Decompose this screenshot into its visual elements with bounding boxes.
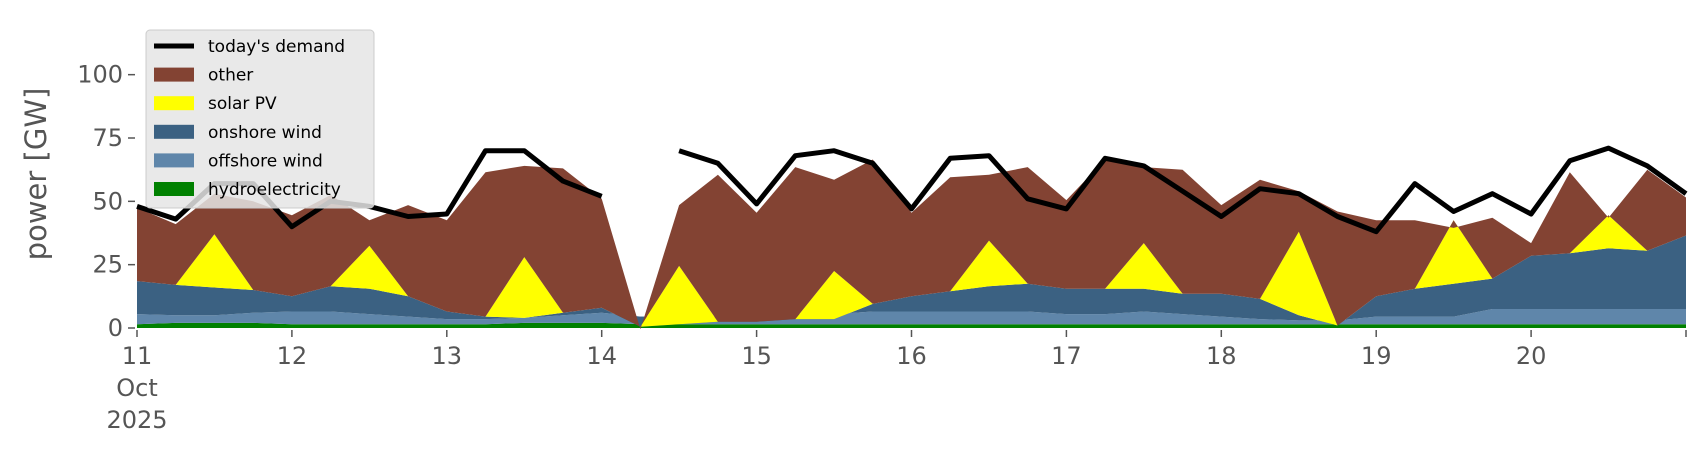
legend-entry-offshore-wind: offshore wind xyxy=(154,151,323,171)
x-tick-label: 11 xyxy=(122,342,153,370)
legend-entry-today-s-demand: today's demand xyxy=(154,37,345,57)
area-other xyxy=(137,159,1686,330)
y-axis-label: power [GW] xyxy=(19,88,53,261)
legend-entry-other: other xyxy=(154,66,253,86)
stacked-areas xyxy=(137,159,1686,330)
x-tick-label: 20 xyxy=(1516,342,1547,370)
legend: today's demand other solar PV onshore wind o… xyxy=(145,29,375,209)
x-tick-label: 2025 xyxy=(106,406,167,434)
legend-label: other xyxy=(208,66,253,86)
x-tick-label: 19 xyxy=(1361,342,1392,370)
x-tick-label: 14 xyxy=(586,342,617,370)
legend-label: hydroelectricity xyxy=(208,180,341,200)
x-axis: 11 Oct 2025 12 13 14 15 16 17 18 19 20 xyxy=(106,330,1687,434)
area-hydroelectricity xyxy=(137,322,1686,328)
x-tick-label: 17 xyxy=(1051,342,1082,370)
x-tick-label: 16 xyxy=(896,342,927,370)
legend-entry-solar-pv: solar PV xyxy=(154,94,277,114)
y-axis: 0 25 50 75 100 xyxy=(77,61,135,342)
legend-label: solar PV xyxy=(208,94,277,114)
legend-label: offshore wind xyxy=(208,151,323,171)
x-tick-label: 13 xyxy=(432,342,463,370)
x-tick-label: Oct xyxy=(116,374,158,402)
legend-label: onshore wind xyxy=(208,123,322,143)
legend-box xyxy=(145,29,375,209)
y-tick-label: 0 xyxy=(108,314,123,342)
legend-entry-onshore-wind: onshore wind xyxy=(154,123,322,143)
y-tick-label: 100 xyxy=(77,61,123,89)
legend-label: today's demand xyxy=(208,37,345,57)
y-tick-label: 25 xyxy=(92,251,123,279)
y-tick-label: 50 xyxy=(92,187,123,215)
area-offshore-wind xyxy=(137,309,1686,325)
legend-swatch xyxy=(154,96,194,111)
legend-swatch xyxy=(154,153,194,168)
area-solar-pv xyxy=(137,215,1686,327)
x-tick-label: 15 xyxy=(741,342,772,370)
area-onshore-wind xyxy=(137,235,1686,327)
x-tick-label: 12 xyxy=(277,342,308,370)
legend-swatch xyxy=(154,67,194,82)
x-tick-label: 18 xyxy=(1206,342,1237,370)
legend-swatch xyxy=(154,124,194,139)
legend-entry-hydroelectricity: hydroelectricity xyxy=(154,180,341,200)
legend-swatch xyxy=(154,182,194,196)
y-tick-label: 75 xyxy=(92,124,123,152)
